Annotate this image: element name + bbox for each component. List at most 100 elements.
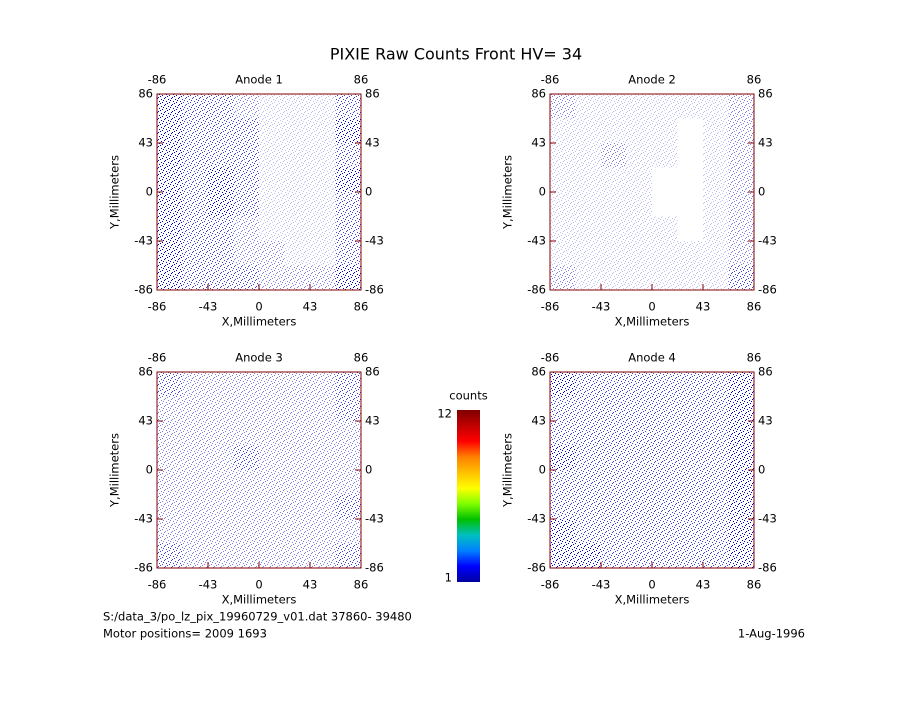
density-cell xyxy=(259,543,285,568)
density-cell xyxy=(677,421,703,446)
density-cell xyxy=(575,543,601,568)
density-cell xyxy=(233,445,259,470)
density-cell xyxy=(259,192,285,217)
density-cell xyxy=(626,421,652,446)
density-cell xyxy=(157,421,183,446)
density-cell xyxy=(259,94,285,119)
density-cell xyxy=(626,543,652,568)
y-tick-label: 0 xyxy=(539,463,546,477)
density-cell xyxy=(703,216,729,241)
density-cell xyxy=(259,445,285,470)
y-tick-label: 86 xyxy=(531,365,546,379)
density-cell xyxy=(678,168,704,193)
y2-tick-label: 86 xyxy=(758,87,773,101)
density-cell xyxy=(284,445,310,470)
density-cell xyxy=(601,118,627,143)
density-cell xyxy=(335,396,361,421)
density-cell xyxy=(335,421,361,446)
density-cell xyxy=(575,216,601,241)
y2-tick-label: 43 xyxy=(758,414,773,428)
x2-tick-label: -86 xyxy=(148,73,167,87)
density-cell xyxy=(703,421,729,446)
density-cell xyxy=(728,167,754,192)
y-tick-label: -86 xyxy=(134,283,153,297)
density-cell xyxy=(182,118,208,143)
density-cell xyxy=(233,421,259,446)
density-cell xyxy=(728,494,754,519)
panel-title: Anode 2 xyxy=(628,73,676,87)
x-tick-label: 86 xyxy=(747,300,762,314)
density-cell xyxy=(626,445,652,470)
density-cell xyxy=(335,543,361,568)
y-tick-label: -43 xyxy=(134,512,153,526)
density-cell xyxy=(575,94,601,119)
density-cell xyxy=(208,118,234,143)
density-cell xyxy=(310,265,336,290)
file-info: S:/data_3/po_lz_pix_19960729_v01.dat 378… xyxy=(103,610,412,624)
colorbar xyxy=(457,410,480,582)
density-cell xyxy=(233,94,259,119)
density-cell xyxy=(575,241,601,266)
density-cell xyxy=(157,494,183,519)
density-cell xyxy=(703,265,729,290)
figure-title: PIXIE Raw Counts Front HV= 34 xyxy=(330,45,582,64)
panel-title: Anode 1 xyxy=(235,73,283,87)
x-tick-label: -43 xyxy=(199,578,218,592)
x-tick-label: -86 xyxy=(541,578,560,592)
density-cell xyxy=(284,265,310,290)
x-axis-label: X,Millimeters xyxy=(222,593,297,607)
density-cell xyxy=(550,118,576,143)
density-cell xyxy=(182,241,208,266)
y-tick-label: 86 xyxy=(531,87,546,101)
y2-tick-label: 43 xyxy=(365,414,380,428)
density-cell xyxy=(677,445,703,470)
y-tick-label: 43 xyxy=(138,414,153,428)
y-tick-label: -43 xyxy=(527,512,546,526)
density-cell xyxy=(335,494,361,519)
y-tick-label: 43 xyxy=(531,414,546,428)
y2-tick-label: -43 xyxy=(365,234,384,248)
density-cell xyxy=(575,494,601,519)
density-cell xyxy=(728,265,754,290)
density-cell xyxy=(310,372,336,397)
density-cell xyxy=(284,543,310,568)
density-cell xyxy=(652,168,678,193)
density-cell xyxy=(601,519,627,544)
density-cell xyxy=(703,519,729,544)
y2-tick-label: 0 xyxy=(365,463,372,477)
y2-tick-label: -43 xyxy=(365,512,384,526)
density-cell xyxy=(550,192,576,217)
density-cell xyxy=(182,167,208,192)
density-cell xyxy=(259,143,285,168)
density-cell xyxy=(157,241,183,266)
y2-tick-label: 86 xyxy=(365,365,380,379)
density-cell xyxy=(677,396,703,421)
x-axis-label: X,Millimeters xyxy=(222,315,297,329)
density-cell xyxy=(310,494,336,519)
x-tick-label: -43 xyxy=(199,300,218,314)
x-tick-label: 86 xyxy=(747,578,762,592)
density-cell xyxy=(208,216,234,241)
density-cell xyxy=(626,494,652,519)
density-cell xyxy=(259,470,285,495)
density-cell xyxy=(677,241,703,266)
density-cell xyxy=(335,241,361,266)
density-cell xyxy=(703,543,729,568)
density-cell xyxy=(575,396,601,421)
density-cell xyxy=(575,372,601,397)
density-cell xyxy=(575,192,601,217)
density-cell xyxy=(284,192,310,217)
colorbar-label: counts xyxy=(449,389,487,403)
density-cell xyxy=(335,118,361,143)
density-cell xyxy=(728,94,754,119)
density-cell xyxy=(157,94,183,119)
density-cell xyxy=(310,167,336,192)
y2-tick-label: 0 xyxy=(758,463,765,477)
density-cell xyxy=(157,216,183,241)
y-tick-label: 43 xyxy=(531,136,546,150)
density-cell xyxy=(575,118,601,143)
motor-info: Motor positions= 2009 1693 xyxy=(103,627,267,641)
x2-tick-label: -86 xyxy=(541,351,560,365)
density-cell xyxy=(310,118,336,143)
density-cell xyxy=(626,192,652,217)
